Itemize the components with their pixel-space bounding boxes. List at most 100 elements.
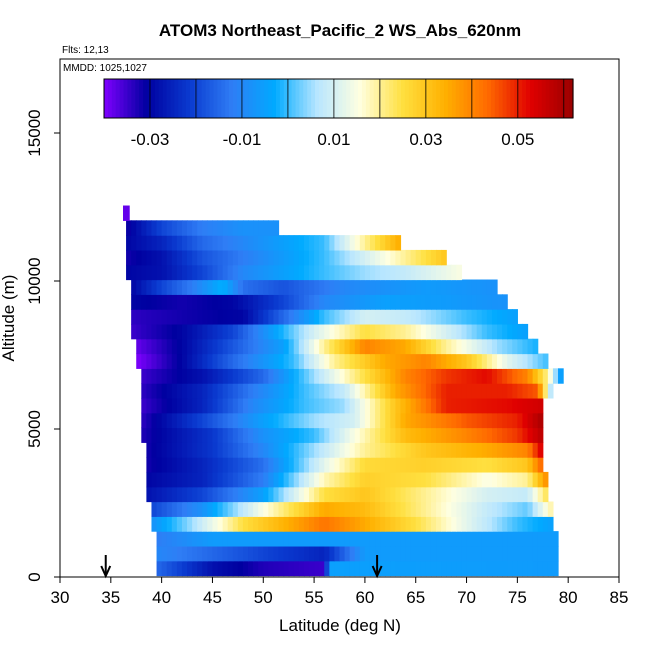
heatmap-cell — [522, 338, 529, 355]
heatmap-cell — [339, 412, 346, 429]
heatmap-cell — [181, 397, 188, 414]
heatmap-cell — [491, 397, 498, 414]
heatmap-cell — [461, 294, 468, 310]
heatmap-cell — [420, 516, 427, 532]
heatmap-cell — [364, 516, 371, 532]
heatmap-cell — [319, 397, 325, 414]
heatmap-cell — [187, 457, 193, 473]
heatmap-cell — [232, 442, 239, 458]
heatmap-cell — [507, 383, 513, 399]
heatmap-cell — [410, 412, 417, 429]
heatmap-cell — [181, 531, 188, 547]
heatmap-cell — [425, 309, 432, 325]
heatmap-cell — [232, 397, 239, 414]
heatmap-cell — [512, 486, 518, 503]
heatmap-cell — [146, 427, 153, 443]
heatmap-cell — [497, 427, 503, 443]
heatmap-cell — [161, 501, 168, 517]
heatmap-cell — [420, 279, 427, 295]
heatmap-cell — [227, 338, 234, 355]
heatmap-cell — [339, 368, 346, 384]
heatmap-cell — [441, 323, 447, 340]
heatmap-cell — [471, 501, 478, 517]
heatmap-cell — [390, 442, 396, 458]
heatmap-cell — [237, 249, 244, 266]
heatmap-cell — [131, 323, 137, 340]
heatmap-cell — [532, 397, 539, 414]
heatmap-cell — [369, 501, 376, 517]
colorbar-segment — [401, 79, 406, 118]
heatmap-cell — [242, 368, 249, 384]
heatmap-cell — [410, 309, 417, 325]
heatmap-cell — [380, 353, 386, 369]
heatmap-layer — [131, 279, 498, 295]
colorbar-segment — [545, 79, 551, 118]
heatmap-cell — [446, 412, 452, 429]
heatmap-cell — [283, 531, 290, 547]
heatmap-cell — [390, 235, 396, 251]
heatmap-cell — [161, 249, 168, 266]
heatmap-cell — [390, 323, 396, 340]
heatmap-cell — [436, 501, 442, 517]
heatmap-cell — [395, 279, 402, 295]
heatmap-cell — [364, 442, 371, 458]
heatmap-cell — [248, 560, 254, 577]
heatmap-cell — [400, 516, 407, 532]
heatmap-cell — [242, 264, 249, 281]
heatmap-cell — [415, 516, 422, 532]
heatmap-cell — [349, 501, 356, 517]
heatmap-cell — [151, 368, 158, 384]
heatmap-cell — [324, 353, 330, 369]
heatmap-cell — [197, 249, 203, 266]
heatmap-cell — [481, 442, 488, 458]
heatmap-cell — [476, 338, 483, 355]
heatmap-cell — [486, 353, 493, 369]
heatmap-cell — [268, 264, 275, 281]
heatmap-cell — [334, 397, 341, 414]
heatmap-cell — [532, 412, 539, 429]
heatmap-layer — [131, 309, 518, 325]
heatmap-cell — [161, 309, 168, 325]
heatmap-cell — [263, 309, 269, 325]
heatmap-cell — [136, 264, 142, 281]
heatmap-cell — [512, 368, 518, 384]
heatmap-cell — [446, 516, 452, 532]
heatmap-cell — [466, 309, 473, 325]
heatmap-cell — [517, 353, 524, 369]
heatmap-cell — [268, 412, 275, 429]
heatmap-cell — [242, 545, 249, 562]
heatmap-cell — [248, 397, 254, 414]
heatmap-cell — [476, 442, 483, 458]
heatmap-cell — [263, 294, 269, 310]
heatmap-cell — [212, 501, 219, 517]
heatmap-cell — [476, 427, 483, 443]
heatmap-cell — [354, 531, 361, 547]
heatmap-cell — [400, 323, 407, 340]
heatmap-cell — [359, 427, 366, 443]
heatmap-cell — [359, 249, 366, 266]
heatmap-cell — [222, 323, 229, 340]
heatmap-cell — [380, 486, 386, 503]
heatmap-cell — [436, 397, 442, 414]
heatmap-cell — [502, 427, 508, 443]
heatmap-cell — [329, 397, 336, 414]
heatmap-cell — [349, 397, 356, 414]
heatmap-cell — [156, 279, 163, 295]
heatmap-cell — [253, 323, 259, 340]
heatmap-cell — [319, 412, 325, 429]
heatmap-cell — [522, 560, 529, 577]
heatmap-cell — [176, 368, 183, 384]
heatmap-cell — [283, 545, 290, 562]
heatmap-cell — [415, 249, 422, 266]
heatmap-cell — [334, 264, 341, 281]
heatmap-cell — [395, 531, 402, 547]
heatmap-cell — [395, 457, 402, 473]
heatmap-cell — [507, 368, 513, 384]
heatmap-cell — [253, 294, 259, 310]
heatmap-layer — [141, 383, 554, 399]
heatmap-cell — [476, 353, 483, 369]
heatmap-cell — [486, 368, 493, 384]
heatmap-cell — [156, 368, 163, 384]
heatmap-cell — [395, 560, 402, 577]
heatmap-cell — [329, 279, 336, 295]
